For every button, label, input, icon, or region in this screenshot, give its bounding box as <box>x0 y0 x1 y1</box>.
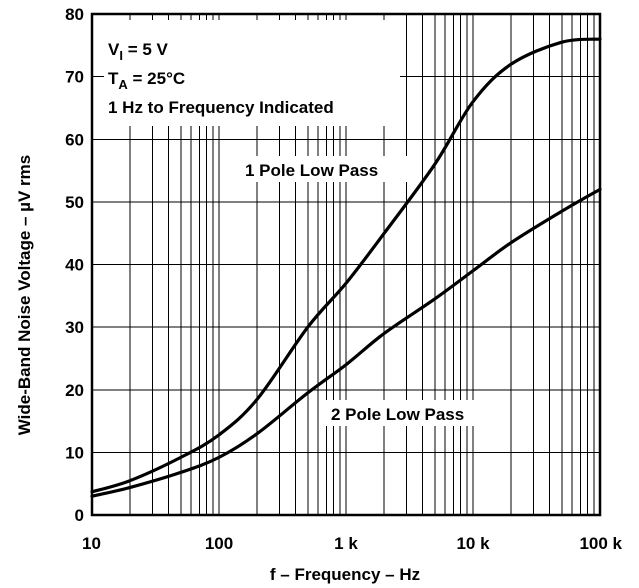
y-tick-label: 70 <box>65 68 84 87</box>
x-tick-labels: 10 100 1 k 10 k 100 k <box>82 534 623 553</box>
conditions-box: VI = 5 V TA = 25°C 1 Hz to Frequency Ind… <box>104 20 400 126</box>
x-tick-label: 10 k <box>456 534 490 553</box>
y-tick-label: 50 <box>65 193 84 212</box>
y-tick-label: 20 <box>65 381 84 400</box>
y-tick-label: 0 <box>75 506 84 525</box>
series-label-1-backdrop <box>240 156 418 182</box>
y-tick-labels: 0 10 20 30 40 50 60 70 80 <box>65 5 84 525</box>
y-tick-label: 80 <box>65 5 84 24</box>
condition-vi: VI = 5 V <box>108 40 169 63</box>
plot-frame <box>90 12 602 517</box>
y-tick-label: 40 <box>65 256 84 275</box>
y-tick-label: 10 <box>65 443 84 462</box>
x-tick-label: 100 k <box>579 534 622 553</box>
x-tick-label: 100 <box>205 534 233 553</box>
series-line-2-pole <box>90 187 602 498</box>
x-tick-label: 1 k <box>334 534 358 553</box>
x-tick-label: 10 <box>82 534 101 553</box>
conditions-backdrop <box>104 20 400 126</box>
condition-range: 1 Hz to Frequency Indicated <box>108 98 334 117</box>
series-label-2-pole: 2 Pole Low Pass <box>331 405 464 424</box>
series-label-2-backdrop <box>326 400 502 426</box>
series-label-1-pole: 1 Pole Low Pass <box>245 161 378 180</box>
y-tick-label: 30 <box>65 318 84 337</box>
series-group <box>90 37 602 498</box>
series-line-1-pole <box>90 37 602 494</box>
condition-ta: TA = 25°C <box>108 69 185 92</box>
x-axis-title: f – Frequency – Hz <box>270 565 420 584</box>
y-tick-label: 60 <box>65 130 84 149</box>
y-axis-title: Wide-Band Noise Voltage – µV rms <box>15 155 34 435</box>
